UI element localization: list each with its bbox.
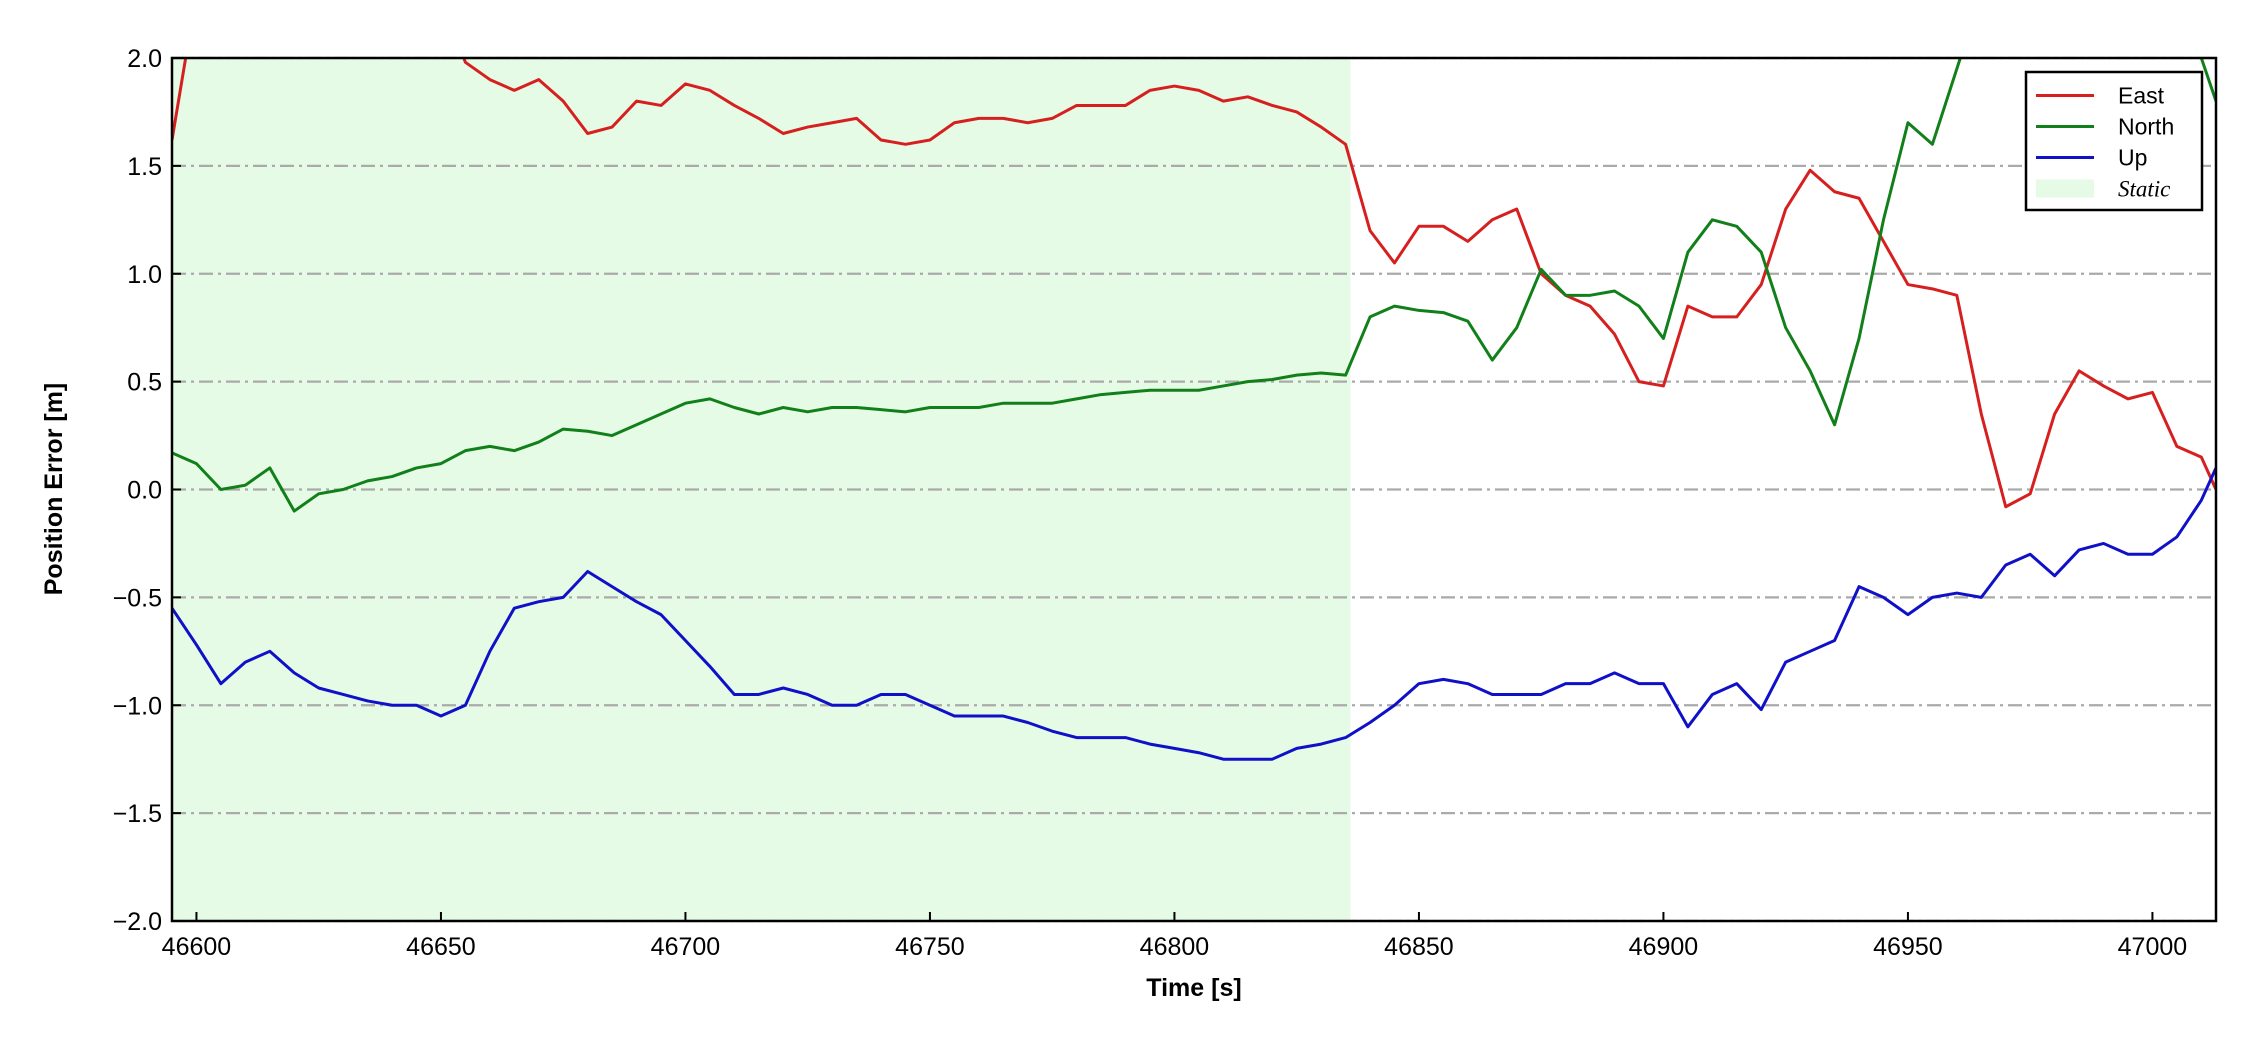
x-axis-label: Time [s] <box>1146 974 1241 1002</box>
y-tick-label: −2.0 <box>113 908 162 936</box>
y-tick-label: 1.0 <box>127 261 162 289</box>
legend-label: North <box>2118 114 2174 140</box>
y-tick-label: −1.0 <box>113 692 162 720</box>
legend-label: Static <box>2118 177 2170 202</box>
x-tick-label: 46800 <box>1140 933 1210 961</box>
legend-label: East <box>2118 83 2165 109</box>
plot-lines <box>172 58 2216 761</box>
x-tick-label: 46850 <box>1384 933 1454 961</box>
x-tick-label: 46950 <box>1873 933 1943 961</box>
x-tick-label: 46650 <box>406 933 476 961</box>
x-tick-label: 46600 <box>162 933 232 961</box>
y-axis-label: Position Error [m] <box>40 383 68 596</box>
y-tick-label: 1.5 <box>127 153 162 181</box>
x-tick-label: 46700 <box>651 933 721 961</box>
y-tick-label: −1.5 <box>113 800 162 828</box>
legend-swatch <box>2036 179 2094 198</box>
y-tick-label: −0.5 <box>113 584 162 612</box>
data-line <box>172 467 2216 761</box>
x-tick-label: 46750 <box>895 933 965 961</box>
data-line <box>172 58 2216 513</box>
y-tick-label: 0.5 <box>127 369 162 397</box>
x-tick-label: 47000 <box>2118 933 2188 961</box>
data-line <box>172 58 2216 509</box>
x-tick-label: 46900 <box>1629 933 1699 961</box>
y-tick-label: 2.0 <box>127 45 162 73</box>
legend-label: Up <box>2118 145 2147 171</box>
plot-frame <box>170 56 2218 923</box>
y-tick-label: 0.0 <box>127 477 162 505</box>
